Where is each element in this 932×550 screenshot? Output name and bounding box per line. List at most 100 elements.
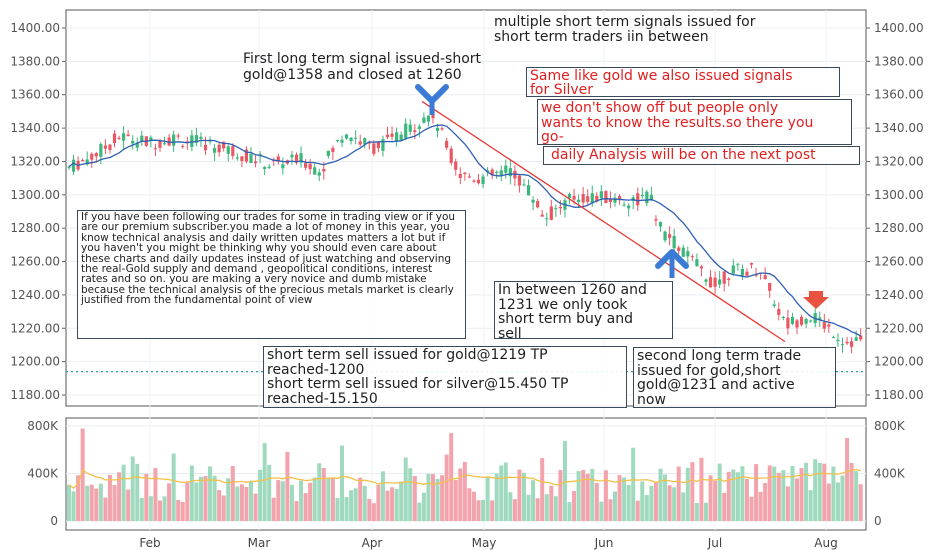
candle-body (349, 137, 353, 142)
volume-bar (512, 499, 517, 521)
volume-bar (76, 475, 81, 521)
volume-bar (699, 457, 704, 521)
volume-tick-label-right: 0 (874, 514, 882, 528)
volume-bar (121, 464, 126, 521)
candle-body (94, 153, 98, 157)
candle-body (149, 137, 153, 141)
volume-bar (626, 484, 631, 521)
volume-bar (517, 469, 522, 521)
candle-body (153, 148, 158, 150)
volume-bar (253, 493, 258, 521)
volume-bar (367, 498, 372, 521)
volume-bar (572, 491, 577, 521)
candle-body (690, 256, 694, 258)
volume-bar (494, 473, 499, 521)
price-tick-label-left: 1340.00 (10, 121, 60, 135)
candle-body (645, 191, 649, 204)
volume-bar (858, 484, 863, 521)
candle-body (731, 265, 735, 274)
candle-body (818, 317, 822, 321)
volume-bar (249, 480, 253, 521)
candle-body (481, 176, 485, 184)
volume-bar (831, 466, 836, 521)
volume-bar (294, 501, 299, 521)
candle-body (454, 161, 458, 170)
volume-bar (772, 466, 777, 521)
volume-bar (653, 481, 658, 521)
candle-body (363, 138, 367, 145)
price-tick-label-left: 1380.00 (10, 54, 60, 68)
volume-bar (276, 480, 281, 521)
price-tick-label-left: 1180.00 (10, 388, 60, 402)
volume-bar (644, 495, 649, 521)
candle-body (67, 166, 71, 168)
candle-body (604, 191, 608, 204)
candle-body (467, 176, 471, 178)
annotation-between-box: In between 1260 and 1231 we only took sh… (494, 281, 673, 341)
candle-body (668, 234, 672, 238)
volume-bar (467, 488, 472, 521)
volume-bar (503, 462, 508, 521)
volume-bar (590, 468, 595, 521)
volume-bar (403, 457, 408, 521)
volume-bar (385, 490, 390, 521)
volume-bar (303, 493, 308, 521)
candle-body (458, 173, 462, 178)
volume-bar (731, 469, 736, 521)
volume-bar (153, 468, 158, 521)
annotation-second-long-box: second long term trade issued for gold,s… (633, 347, 836, 408)
candle-body (522, 184, 526, 186)
price-tick-label-left: 1200.00 (10, 355, 60, 369)
candle-body (790, 316, 795, 324)
candle-body (122, 133, 126, 141)
volume-bar (185, 481, 190, 521)
volume-bar (485, 476, 490, 521)
volume-bar (180, 501, 185, 521)
candle-body (590, 193, 594, 204)
candle-body (126, 134, 130, 137)
volume-bar (481, 499, 486, 521)
candle-body (99, 144, 103, 157)
candle-body (185, 141, 189, 143)
volume-bar (417, 502, 422, 521)
price-tick-label-left: 1360.00 (10, 88, 60, 102)
volume-bar (808, 490, 813, 521)
volume-bar (799, 468, 804, 521)
candle-body (135, 142, 139, 148)
volume-bar (262, 443, 267, 521)
candle-body (827, 324, 831, 327)
candle-body (390, 133, 394, 137)
volume-bar (380, 471, 385, 521)
candle-body (235, 157, 239, 159)
volume-bar (94, 488, 99, 521)
candle-body (162, 143, 167, 145)
volume-bar (321, 467, 326, 521)
candle-body (240, 156, 244, 161)
candle-body (131, 140, 135, 144)
candle-body (695, 259, 699, 267)
volume-tick-label-left: 400K (27, 467, 59, 481)
candle-body (317, 172, 321, 176)
price-tick-label-right: 1260.00 (874, 255, 924, 269)
candle-body (845, 341, 849, 344)
volume-bar (476, 500, 481, 521)
volume-bar (763, 483, 768, 521)
volume-bar (358, 477, 363, 521)
candle-body (258, 154, 262, 156)
candle-body (736, 263, 740, 265)
candle-body (103, 145, 107, 149)
volume-bar (444, 454, 449, 521)
candle-body (777, 308, 781, 315)
annotation-paragraph-box: If you have been following our trades fo… (77, 210, 466, 339)
volume-bar (462, 461, 467, 521)
volume-bar (531, 480, 536, 521)
volume-bar (617, 475, 622, 521)
candle-body (686, 251, 690, 257)
volume-bar (726, 471, 731, 521)
candle-body (381, 139, 385, 151)
volume-bar (754, 464, 759, 521)
volume-bar (130, 456, 135, 521)
candle-body (404, 123, 408, 139)
volume-bar (189, 465, 194, 521)
